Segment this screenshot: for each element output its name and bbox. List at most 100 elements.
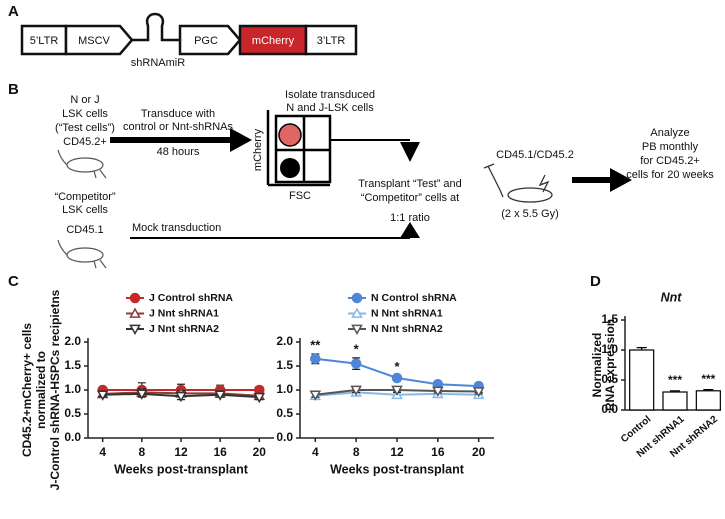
arrow-head	[610, 168, 632, 192]
text-line: CD45.2+	[63, 136, 107, 148]
y-axis-label: J-Control shRNA-HSPCs recipietns	[48, 289, 62, 490]
data-point	[472, 387, 485, 398]
text-line: CD45.1	[66, 224, 103, 236]
text-line: Analyze	[650, 127, 689, 139]
y-tick-label: 1.5	[276, 358, 293, 372]
arrow-head	[230, 128, 252, 152]
text-line: control or Nnt-shRNAs	[123, 121, 234, 133]
gate-population	[278, 123, 302, 147]
x-tick-label: 8	[138, 445, 145, 459]
legend-label: J Nnt shRNA1	[149, 307, 219, 319]
element-label: shRNAmiR	[131, 57, 185, 69]
mouse-icon	[57, 149, 107, 179]
promoter-arrow	[178, 24, 242, 56]
ltr-box	[20, 24, 68, 56]
y-axis-label: RNA expression	[603, 319, 617, 411]
x-axis-label: Weeks post-transplant	[114, 462, 249, 476]
error-bar	[670, 390, 680, 392]
bar	[662, 391, 688, 411]
x-tick-label: 4	[99, 445, 106, 459]
x-tick-label: 8	[353, 445, 360, 459]
facs-plot	[266, 110, 332, 187]
y-tick-label: 2.0	[64, 334, 81, 348]
y-tick-label: 0.5	[276, 406, 293, 420]
data-point	[310, 353, 321, 365]
y-axis-label: Normalized	[590, 333, 604, 398]
x-tick-label: 20	[253, 445, 267, 459]
text-line: PB monthly	[642, 141, 699, 153]
text-line: “Competitor” cells at	[361, 192, 459, 204]
y-tick-label: 1.5	[601, 312, 618, 326]
panel-label: B	[8, 81, 19, 98]
legend-label: N Nnt shRNA2	[371, 323, 443, 335]
y-tick-label: 2.0	[276, 334, 293, 348]
text-line: Mock transduction	[132, 222, 221, 234]
arrow-head	[400, 222, 420, 238]
text-line: (2 x 5.5 Gy)	[501, 208, 558, 220]
chart-title: Nnt	[661, 290, 683, 304]
legend-marker	[351, 292, 363, 304]
bar	[695, 390, 721, 411]
text-line: 48 hours	[157, 146, 200, 158]
data-point	[253, 392, 266, 404]
y-tick-label: 1.5	[64, 358, 81, 372]
legend-marker	[129, 324, 141, 336]
legend-marker	[129, 307, 141, 318]
text-line: Transduce with	[141, 108, 215, 120]
x-tick-label: 4	[312, 445, 319, 459]
mouse-icon	[57, 239, 107, 269]
significance-label: ***	[701, 372, 715, 386]
significance-label: *	[394, 359, 400, 374]
y-axis-label: normalized to	[34, 351, 48, 429]
panel-label: D	[590, 273, 601, 290]
reporter-box	[238, 24, 308, 56]
text-line: LSK cells	[62, 108, 108, 120]
axis-label: FSC	[289, 190, 311, 202]
y-tick-label: 1.0	[601, 342, 618, 356]
legend-label: J Nnt shRNA2	[149, 323, 219, 335]
element-label: PGC	[194, 35, 218, 47]
bar	[629, 349, 655, 411]
legend-label: N Control shRNA	[371, 292, 457, 304]
significance-label: ***	[668, 373, 682, 387]
x-tick-label: 20	[472, 445, 486, 459]
text-line: N and J-LSK cells	[286, 102, 374, 114]
element-label: 5’LTR	[30, 35, 59, 47]
promoter-arrow	[64, 24, 134, 56]
significance-label: *	[354, 341, 360, 356]
y-axis-label: CD45.2+mCherry+ cells	[20, 323, 34, 457]
construct	[20, 12, 358, 56]
y-tick-label: 0.5	[64, 406, 81, 420]
text-line: cells for 20 weeks	[626, 169, 714, 181]
data-point	[214, 390, 226, 401]
data-point	[432, 386, 444, 398]
legend-marker	[351, 307, 363, 318]
data-point	[96, 390, 109, 401]
text-line: “Competitor”	[54, 191, 115, 203]
x-tick-label: 16	[431, 445, 445, 459]
text-line: Transplant “Test” and	[358, 178, 462, 190]
x-tick-label: 12	[174, 445, 188, 459]
legend-marker	[351, 324, 363, 336]
significance-label: **	[310, 337, 321, 352]
element-label: mCherry	[252, 35, 295, 47]
y-tick-label: 0.5	[601, 372, 618, 386]
axis-label: mCherry	[252, 128, 264, 171]
arrow-head	[400, 142, 420, 162]
text-line: 1:1 ratio	[390, 212, 430, 224]
text-line: for CD45.2+	[640, 155, 700, 167]
data-point	[175, 391, 187, 403]
text-line: CD45.1/CD45.2	[496, 149, 574, 161]
element-label: MSCV	[78, 35, 110, 47]
element-label: 3’LTR	[317, 35, 346, 47]
data-point	[391, 385, 403, 397]
text-line: LSK cells	[62, 204, 108, 216]
x-axis-label: Weeks post-transplant	[330, 462, 465, 476]
text-line: N or J	[70, 94, 99, 106]
text-line: (“Test cells”)	[55, 122, 115, 134]
injection-icon	[483, 163, 553, 203]
legend-marker	[129, 292, 141, 304]
panel-label: C	[8, 273, 19, 290]
y-tick-label: 0.0	[601, 402, 618, 416]
